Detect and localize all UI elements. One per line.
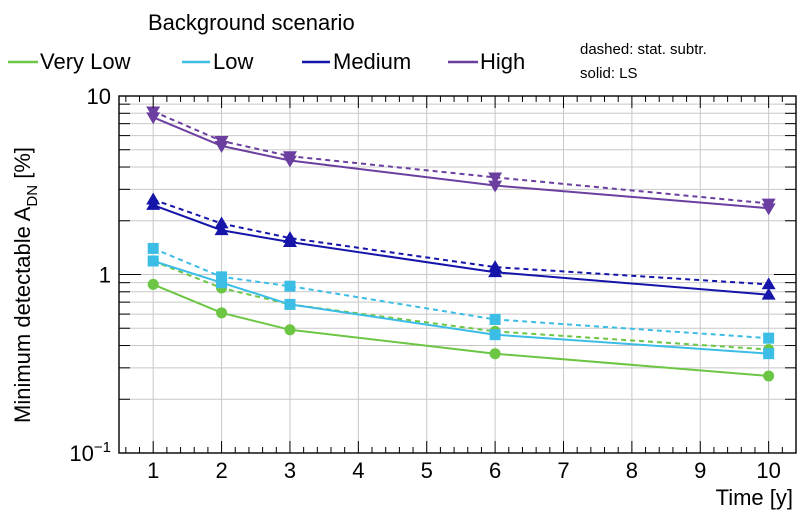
data-point-solid <box>214 141 229 153</box>
data-point-solid <box>284 324 296 336</box>
legend-entry: Very Low <box>8 49 131 74</box>
legend-label: Medium <box>333 49 411 74</box>
data-point-solid <box>146 112 161 125</box>
series-low <box>147 242 775 360</box>
data-point-solid <box>761 287 776 300</box>
x-tick-label: 1 <box>147 458 159 483</box>
data-point-dashed <box>488 172 503 185</box>
data-point-dashed <box>489 313 501 325</box>
legend-entry: Medium <box>302 49 411 74</box>
series-line-dashed <box>152 260 769 351</box>
y-axis-title: Minimum detectable ADN [%] <box>10 147 41 423</box>
x-tick-label: 4 <box>352 458 364 483</box>
y-axis-title-main: Minimum detectable A <box>10 206 35 423</box>
legend-label: Very Low <box>40 49 131 74</box>
data-point-solid <box>284 298 296 310</box>
legend-title: Background scenario <box>148 10 355 35</box>
series-line-dashed <box>152 198 769 286</box>
data-point-dashed <box>214 216 229 229</box>
data-point-solid <box>488 180 503 193</box>
grid-lines <box>119 95 796 454</box>
series-medium <box>146 192 776 300</box>
legend-note-solid: solid: LS <box>580 65 638 82</box>
data-point-solid <box>488 265 503 278</box>
data-point-solid <box>147 255 159 267</box>
data-point-solid <box>146 198 161 210</box>
y-axis-title-unit: [%] <box>10 147 35 185</box>
series-line-dashed <box>152 247 769 340</box>
series-layer <box>146 106 776 382</box>
y-tick-label: 10 <box>87 84 111 109</box>
legend-entry: High <box>448 49 525 74</box>
data-point-solid <box>214 223 229 236</box>
x-tick-label: 8 <box>626 458 638 483</box>
data-point-solid <box>282 155 297 168</box>
y-tick-label: 1 <box>99 263 111 288</box>
y-axis-title-sub: DN <box>24 185 41 207</box>
data-point-solid <box>147 278 159 290</box>
legend-label: Low <box>213 49 253 74</box>
data-point-solid <box>763 348 775 360</box>
x-tick-label: 5 <box>421 458 433 483</box>
x-tick-label: 7 <box>557 458 569 483</box>
data-point-solid <box>282 235 297 247</box>
data-point-dashed <box>284 280 296 292</box>
legend: Background scenario dashed: stat. subtr.… <box>8 10 707 82</box>
data-point-dashed <box>216 271 228 283</box>
x-tick-label: 2 <box>215 458 227 483</box>
data-point-dashed <box>761 277 776 290</box>
data-point-solid <box>216 307 228 319</box>
series-line-solid <box>152 204 769 296</box>
data-point-solid <box>489 329 501 341</box>
data-point-dashed <box>763 332 775 344</box>
x-tick-label: 9 <box>694 458 706 483</box>
axes: 1 2 3 4 5 6 7 8 9 10 10−1 1 10 <box>69 84 797 483</box>
data-point-solid <box>763 370 775 382</box>
legend-label: High <box>480 49 525 74</box>
x-axis-title: Time [y] <box>716 485 793 510</box>
legend-entry: Low <box>182 49 253 74</box>
data-point-solid <box>216 277 228 289</box>
x-tick-label: 10 <box>756 458 780 483</box>
x-tick-label: 6 <box>489 458 501 483</box>
x-tick-label: 3 <box>284 458 296 483</box>
legend-note-dashed: dashed: stat. subtr. <box>580 41 707 58</box>
series-high <box>146 106 776 216</box>
data-point-solid <box>761 203 776 216</box>
y-tick-label: 10−1 <box>69 439 111 466</box>
data-point-solid <box>489 348 501 360</box>
data-point-dashed <box>147 242 159 254</box>
